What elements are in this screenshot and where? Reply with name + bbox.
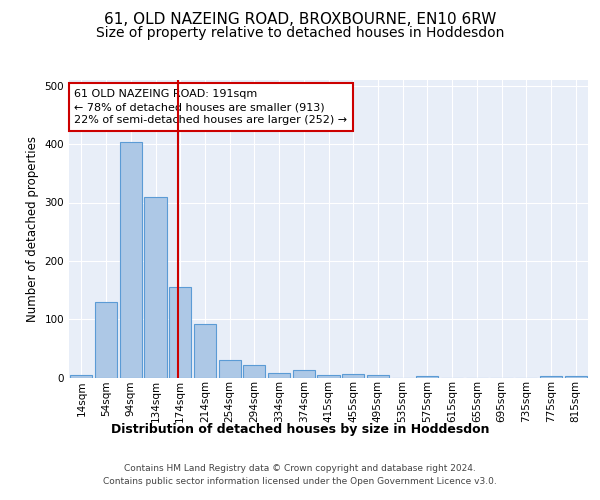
Bar [119,142,142,378]
Bar [565,376,587,378]
Text: Size of property relative to detached houses in Hoddesdon: Size of property relative to detached ho… [96,26,504,40]
Y-axis label: Number of detached properties: Number of detached properties [26,136,39,322]
Text: Distribution of detached houses by size in Hoddesdon: Distribution of detached houses by size … [111,422,489,436]
Text: 61, OLD NAZEING ROAD, BROXBOURNE, EN10 6RW: 61, OLD NAZEING ROAD, BROXBOURNE, EN10 6… [104,12,496,28]
Bar [243,365,265,378]
Bar [416,376,439,378]
Bar [367,374,389,378]
Bar [293,370,315,378]
Bar [95,302,117,378]
Bar [70,374,92,378]
Bar [317,374,340,378]
Text: Contains HM Land Registry data © Crown copyright and database right 2024.: Contains HM Land Registry data © Crown c… [124,464,476,473]
Bar [268,373,290,378]
Bar [342,374,364,378]
Bar [145,196,167,378]
Text: Contains public sector information licensed under the Open Government Licence v3: Contains public sector information licen… [103,477,497,486]
Bar [169,287,191,378]
Bar [218,360,241,378]
Bar [194,324,216,378]
Text: 61 OLD NAZEING ROAD: 191sqm
← 78% of detached houses are smaller (913)
22% of se: 61 OLD NAZEING ROAD: 191sqm ← 78% of det… [74,89,347,126]
Bar [540,376,562,378]
